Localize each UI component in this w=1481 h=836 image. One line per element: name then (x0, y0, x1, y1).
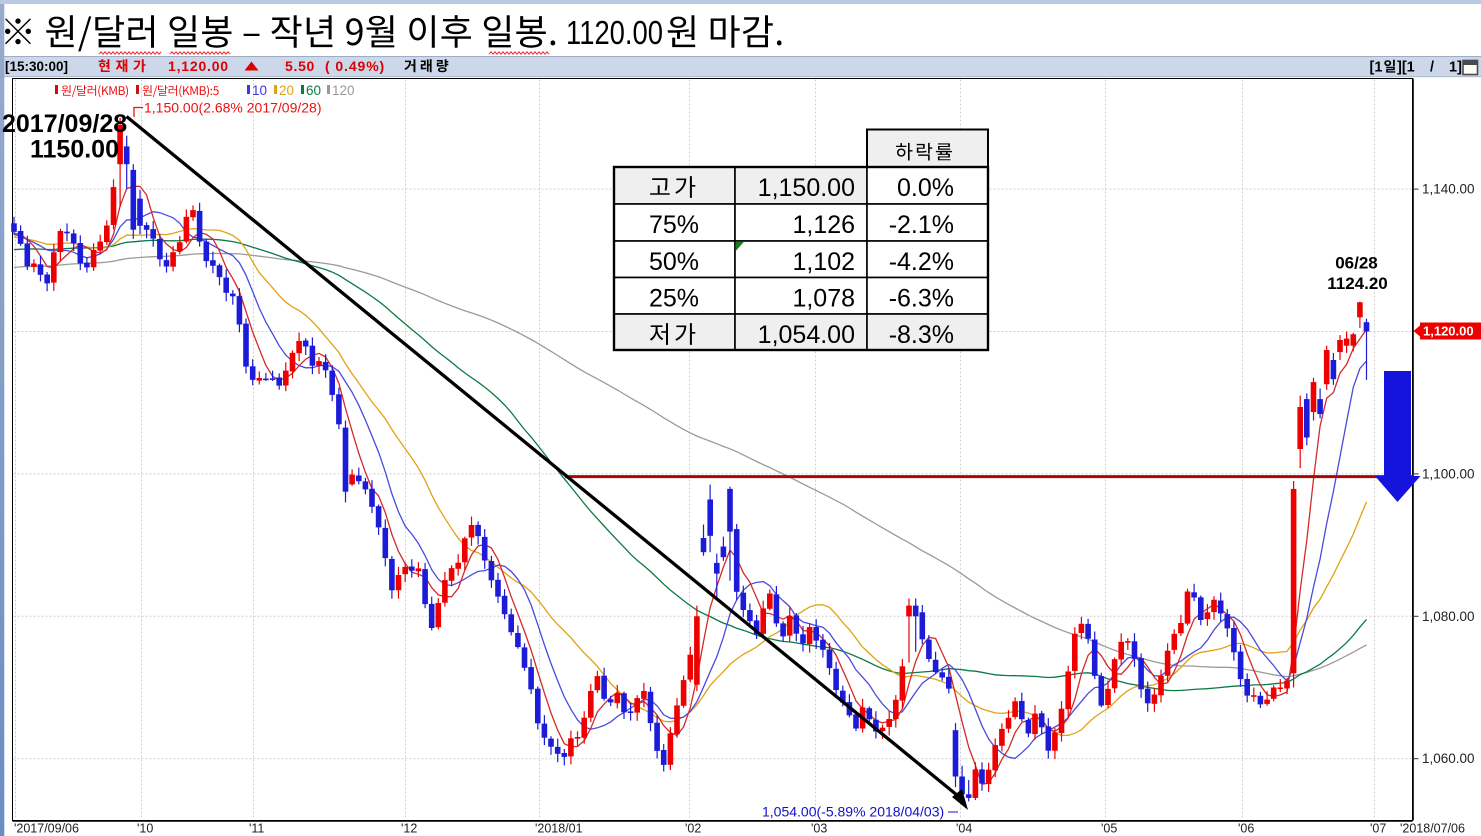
svg-text:][1: ][1 (1397, 60, 1415, 76)
svg-text:1,080.00: 1,080.00 (1422, 609, 1475, 624)
svg-text:1,126: 1,126 (792, 211, 855, 239)
svg-text:10: 10 (252, 83, 267, 98)
svg-text:'03: '03 (811, 822, 827, 836)
svg-text:-2.1%: -2.1% (889, 211, 954, 239)
svg-text:'07: '07 (1370, 822, 1386, 836)
svg-text:1120.00: 1120.00 (566, 14, 663, 51)
svg-text:1,060.00: 1,060.00 (1422, 751, 1475, 766)
svg-text:06/28: 06/28 (1335, 254, 1378, 273)
svg-text:'06: '06 (1238, 822, 1254, 836)
svg-text:1,140.00: 1,140.00 (1422, 182, 1475, 197)
svg-text:1,150.00: 1,150.00 (758, 174, 855, 202)
svg-text:20: 20 (279, 83, 294, 98)
svg-text:75%: 75% (649, 211, 699, 239)
svg-text:-8.3%: -8.3% (889, 321, 954, 349)
svg-text:'02: '02 (685, 822, 701, 836)
svg-text:-6.3%: -6.3% (889, 285, 954, 313)
svg-text:'2017/09/06: '2017/09/06 (14, 822, 79, 836)
svg-text:50%: 50% (649, 248, 699, 276)
svg-text:1,102: 1,102 (792, 248, 855, 276)
svg-text:/: / (1430, 60, 1434, 76)
svg-text:0.0%: 0.0% (897, 174, 954, 202)
svg-text:1150.00: 1150.00 (30, 136, 119, 164)
svg-text:'04: '04 (956, 822, 972, 836)
svg-text:1,100.00: 1,100.00 (1422, 466, 1475, 481)
svg-text:[15:30:00]: [15:30:00] (5, 59, 68, 74)
svg-text:'2018/07/06: '2018/07/06 (1400, 822, 1465, 836)
svg-text:5.50: 5.50 (285, 58, 315, 74)
svg-text:'05: '05 (1101, 822, 1117, 836)
svg-text:-4.2%: -4.2% (889, 248, 954, 276)
svg-text:1,120.00: 1,120.00 (1423, 324, 1474, 339)
svg-text:'2018/01: '2018/01 (535, 822, 583, 836)
svg-text:1,120.00: 1,120.00 (168, 58, 229, 74)
svg-text:'11: '11 (249, 822, 264, 836)
svg-text:60: 60 (306, 83, 321, 98)
svg-text:'12: '12 (401, 822, 417, 836)
svg-text:( 0.49%): ( 0.49%) (325, 58, 385, 74)
svg-text:2017/09/28: 2017/09/28 (2, 110, 127, 138)
svg-text:1124.20: 1124.20 (1327, 274, 1388, 293)
svg-text:1,054.00(-5.89% 2018/04/03): 1,054.00(-5.89% 2018/04/03) (762, 804, 944, 820)
svg-text:25%: 25% (649, 285, 699, 313)
svg-text:[1: [1 (1370, 60, 1383, 76)
svg-text:1]: 1] (1449, 60, 1462, 76)
svg-text:120: 120 (332, 83, 355, 98)
svg-text:1,054.00: 1,054.00 (758, 321, 855, 349)
svg-text:'10: '10 (137, 822, 153, 836)
svg-text:1,150.00(2.68% 2017/09/28): 1,150.00(2.68% 2017/09/28) (144, 100, 321, 116)
svg-text:1,078: 1,078 (792, 285, 855, 313)
